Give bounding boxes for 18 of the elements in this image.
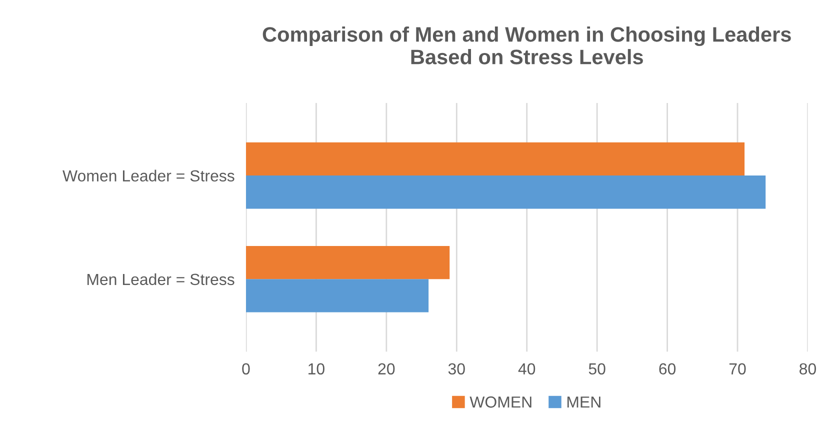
bar: [246, 246, 450, 280]
x-tick-label: 20: [378, 363, 395, 375]
x-tick-label: 80: [800, 363, 816, 375]
bar: [246, 176, 766, 209]
bar: [246, 279, 429, 312]
legend-label: MEN: [567, 396, 600, 408]
legend-label: WOMEN: [470, 396, 532, 408]
x-tick-label: 10: [308, 363, 324, 375]
x-tick-label: 0: [242, 363, 250, 375]
y-tick-label: Men Leader = Stress: [87, 273, 234, 286]
x-tick-label: 40: [518, 363, 536, 375]
x-tick-label: 30: [448, 363, 465, 375]
chart-title: Comparison of Men and Women in Choosing Leaders Based on Stress Levels: [262, 26, 791, 64]
bar: [246, 142, 745, 176]
y-tick-label: Women Leader = Stress: [62, 170, 234, 182]
x-tick-label: 50: [588, 363, 606, 375]
x-tick-label: 60: [659, 363, 676, 375]
x-tick-label: 70: [729, 363, 746, 375]
